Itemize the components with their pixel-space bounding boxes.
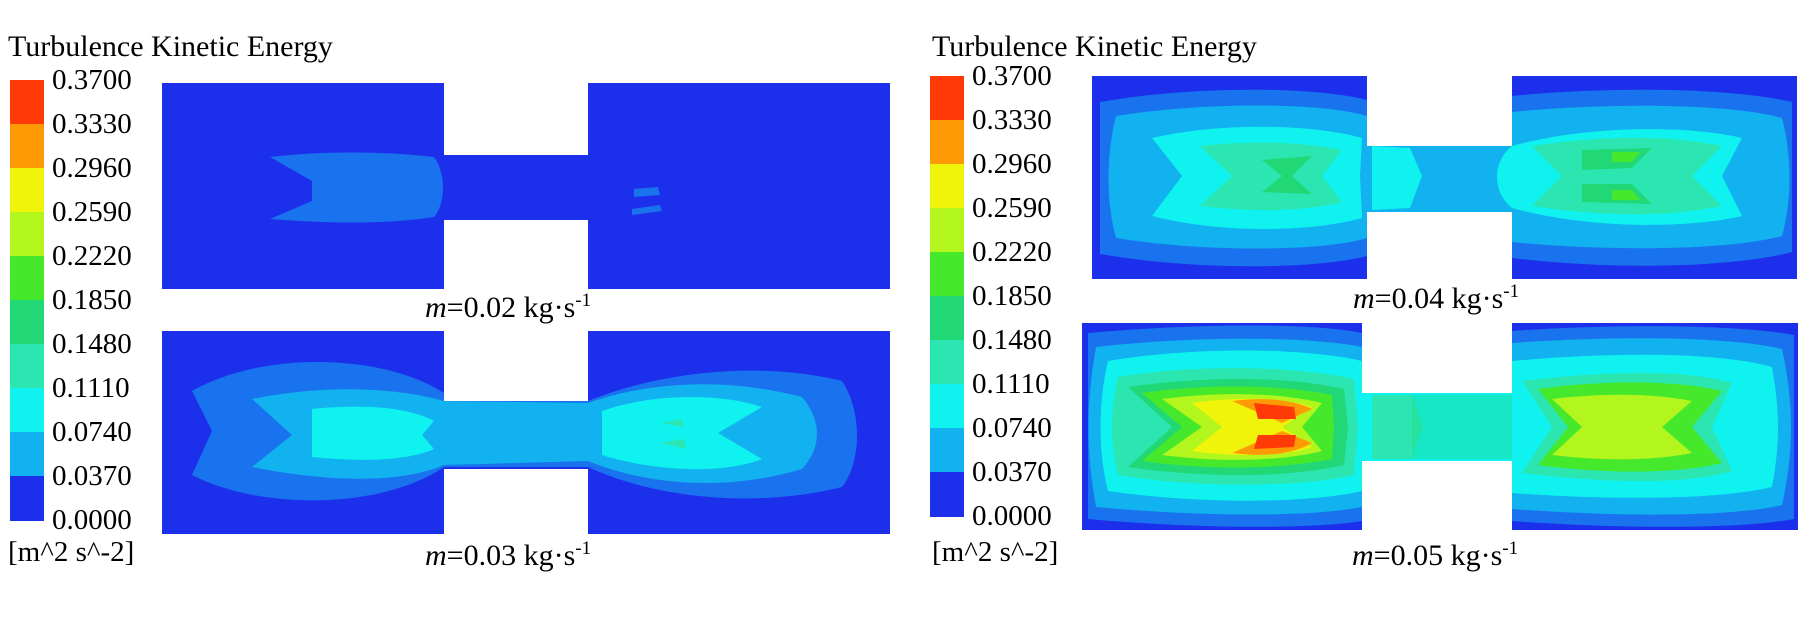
colorbar-tick-label: 0.1850 [52,284,132,316]
contour-plot-m002 [162,83,890,289]
colorbar-tick-label: 0.2960 [972,148,1052,180]
colorbar-tick-label: 0.1480 [52,328,132,360]
colorbar-swatch [930,208,964,253]
colorbar-tick-label: 0.1110 [972,368,1050,400]
contour-bands [1088,325,1794,527]
contour-plot-m005 [1082,323,1798,530]
colorbar-tick-label: 0.0740 [52,416,132,448]
caption-m004: m=0.04 kg·s-1 [1353,281,1520,315]
colorbar-swatch [930,296,964,341]
caption-m003: m=0.03 kg·s-1 [425,538,592,572]
colorbar-tick-label: 0.3700 [972,60,1052,92]
domain-fill [162,83,890,289]
colorbar [10,80,44,521]
colorbar-tick-label: 0.1110 [52,372,130,404]
colorbar-swatch [10,168,44,213]
legend-units: [m^2 s^-2] [932,536,1059,568]
colorbar-tick-label: 0.2220 [52,240,132,272]
legend-title: Turbulence Kinetic Energy [8,30,333,63]
colorbar-swatch [10,124,44,169]
colorbar-swatch [930,120,964,165]
contour-bands [270,152,662,223]
colorbar [930,76,964,517]
caption-m002: m=0.02 kg·s-1 [425,290,592,324]
colorbar-swatch [10,300,44,345]
caption-m005: m=0.05 kg·s-1 [1352,538,1519,572]
colorbar-swatch [10,212,44,257]
colorbar-tick-label: 0.0370 [972,456,1052,488]
colorbar-swatch [10,476,44,521]
colorbar-swatch [10,80,44,125]
colorbar-tick-label: 0.0000 [52,504,132,536]
colorbar-tick-label: 0.3330 [52,108,132,140]
colorbar-ticks: 0.3700 0.3330 0.2960 0.2590 0.2220 0.1850 0.14… [972,60,1082,540]
colorbar-tick-label: 0.0740 [972,412,1052,444]
colorbar-swatch [10,432,44,477]
colorbar-swatch [930,428,964,473]
colorbar-swatch [930,384,964,429]
colorbar-tick-label: 0.2590 [972,192,1052,224]
colorbar-tick-label: 0.1480 [972,324,1052,356]
contour-bands [192,361,857,501]
colorbar-tick-label: 0.0000 [972,500,1052,532]
colorbar-tick-label: 0.3330 [972,104,1052,136]
colorbar-tick-label: 0.1850 [972,280,1052,312]
colorbar-swatch [930,252,964,297]
colorbar-tick-label: 0.2590 [52,196,132,228]
colorbar-tick-label: 0.0370 [52,460,132,492]
legend-panel-left: Turbulence Kinetic Energy 0.3700 0.3330 0.… [8,30,333,568]
legend-units: [m^2 s^-2] [8,536,135,568]
contour-plot-m003 [162,331,890,534]
colorbar-swatch [930,76,964,121]
contour-bands [1100,89,1792,267]
legend-panel-right: Turbulence Kinetic Energy 0.3700 0.3330 0.… [920,0,1812,618]
colorbar-swatch [10,388,44,433]
colorbar-swatch [930,472,964,517]
colorbar-swatch [10,344,44,389]
colorbar-swatch [930,340,964,385]
contour-plot-m004 [1092,76,1797,279]
colorbar-swatch [10,256,44,301]
colorbar-swatch [930,164,964,209]
colorbar-tick-label: 0.3700 [52,64,132,96]
colorbar-tick-label: 0.2960 [52,152,132,184]
legend-title: Turbulence Kinetic Energy [932,30,1257,63]
colorbar-tick-label: 0.2220 [972,236,1052,268]
colorbar-ticks: 0.3700 0.3330 0.2960 0.2590 0.2220 0.1850 0.14… [52,64,162,544]
